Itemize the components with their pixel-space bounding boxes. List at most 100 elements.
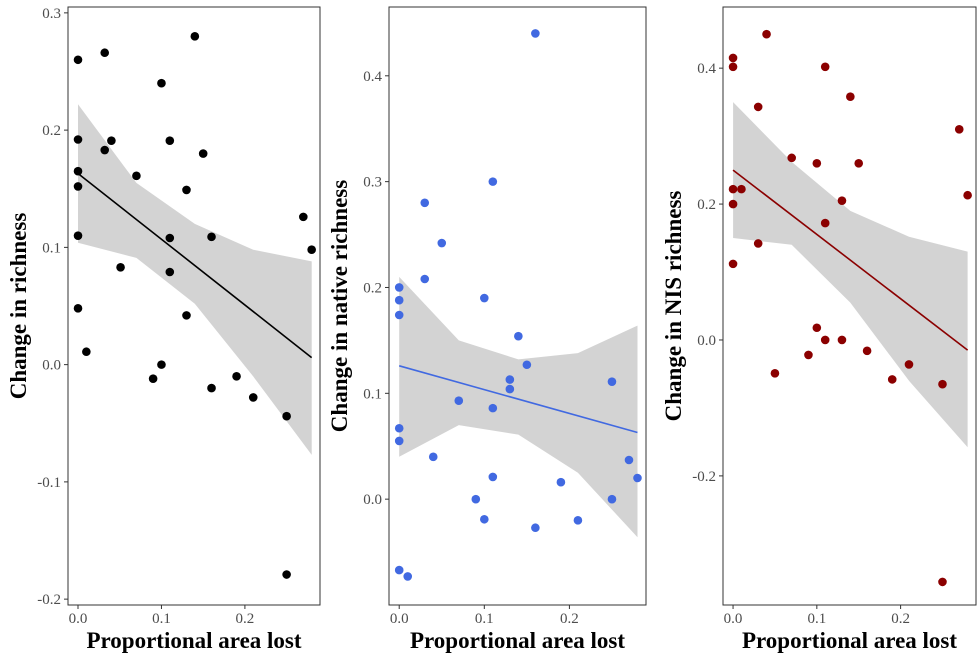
data-point-17 <box>165 233 175 243</box>
x-tick-label: 0.0 <box>390 611 409 627</box>
data-point-19 <box>505 375 515 384</box>
plot-border <box>722 6 977 606</box>
data-point-4 <box>728 199 738 209</box>
data-point-2 <box>73 135 83 144</box>
regression-line <box>732 169 969 351</box>
data-point-19 <box>182 185 191 195</box>
x-tick-label: 0.2 <box>560 611 579 627</box>
y-tick-label: 0.0 <box>42 358 61 374</box>
data-point-22 <box>522 360 532 370</box>
y-tick-label: -0.2 <box>37 592 61 608</box>
x-tick-label: 0.2 <box>236 611 255 627</box>
data-point-21 <box>190 32 200 41</box>
data-point-11 <box>116 263 125 272</box>
data-point-4 <box>73 182 83 191</box>
data-point-5 <box>728 259 738 269</box>
data-point-8 <box>420 198 430 208</box>
data-point-1 <box>728 53 738 63</box>
data-point-13 <box>471 494 481 504</box>
data-point-29 <box>624 455 634 465</box>
data-point-26 <box>573 516 583 525</box>
data-point-3 <box>728 184 738 194</box>
y-tick-label: 0.4 <box>363 69 382 85</box>
data-point-15 <box>820 62 830 72</box>
data-point-21 <box>514 331 523 341</box>
data-point-22 <box>198 149 208 158</box>
data-point-11 <box>787 153 796 163</box>
y-tick-label: -0.1 <box>37 475 61 491</box>
x-axis-title: Proportional area lost <box>410 628 625 653</box>
data-point-10 <box>107 136 116 145</box>
data-point-1 <box>73 55 83 65</box>
data-point-18 <box>488 472 498 482</box>
panel-2: 0.0 0.1 0.2 0.0 0.1 0.2 0.3 0.4 Proportional are… <box>327 6 647 653</box>
confidence-band <box>78 104 312 455</box>
data-point-17 <box>488 403 498 413</box>
data-point-26 <box>248 393 258 402</box>
data-point-20 <box>182 311 191 320</box>
data-point-21 <box>854 158 864 168</box>
data-point-7 <box>403 572 413 581</box>
x-axis-title: Proportional area lost <box>86 628 301 653</box>
x-tick-label: 0.0 <box>69 611 88 627</box>
panel-3: 0.0 0.1 0.2 -0.2 0.0 0.2 0.4 Proportional area … <box>661 6 977 653</box>
data-point-26 <box>938 577 947 587</box>
data-point-24 <box>531 523 540 533</box>
y-tick-label: 0.0 <box>697 333 716 349</box>
data-point-20 <box>505 384 515 394</box>
data-point-15 <box>157 360 166 369</box>
data-point-15 <box>480 514 489 524</box>
plot-border <box>388 6 647 606</box>
y-tick-label: 0.3 <box>42 6 61 22</box>
y-tick-label: 0.0 <box>363 492 382 508</box>
data-point-30 <box>633 473 642 483</box>
data-point-13 <box>812 158 822 168</box>
data-point-14 <box>812 323 822 333</box>
data-point-1 <box>394 283 404 292</box>
x-axis-title: Proportional area lost <box>742 628 957 653</box>
y-tick-label: 0.2 <box>697 197 716 213</box>
plot-border <box>67 6 321 606</box>
data-point-28 <box>607 494 617 504</box>
data-point-8 <box>753 239 763 248</box>
data-point-10 <box>770 368 780 378</box>
data-point-12 <box>804 350 813 360</box>
data-point-2 <box>728 62 738 72</box>
x-tick-label: 0.1 <box>807 611 826 627</box>
data-point-3 <box>73 166 83 176</box>
y-axis-title: Change in NIS richness <box>661 191 686 422</box>
y-tick-label: 0.1 <box>363 386 382 402</box>
data-point-6 <box>737 184 746 194</box>
data-point-12 <box>454 396 464 406</box>
y-axis-title: Change in richness <box>6 213 31 400</box>
data-point-12 <box>132 171 141 181</box>
data-point-5 <box>394 436 404 446</box>
y-tick-label: -0.2 <box>692 469 716 485</box>
data-point-17 <box>820 335 830 345</box>
regression-line <box>77 172 313 359</box>
data-point-10 <box>428 452 438 462</box>
y-axis-title: Change in native richness <box>327 180 352 432</box>
y-tick-label: 0.1 <box>42 240 61 256</box>
data-point-13 <box>148 374 158 383</box>
data-point-28 <box>282 570 291 579</box>
data-point-19 <box>837 335 847 345</box>
data-point-22 <box>862 346 872 356</box>
y-tick-label: 0.2 <box>363 280 382 296</box>
data-point-5 <box>73 231 83 240</box>
data-point-20 <box>846 92 855 101</box>
data-point-23 <box>207 232 216 242</box>
data-point-16 <box>488 177 498 186</box>
data-point-18 <box>165 267 175 277</box>
data-point-25 <box>938 379 947 389</box>
data-point-18 <box>837 196 847 205</box>
data-point-16 <box>165 136 175 145</box>
data-point-30 <box>307 245 316 255</box>
confidence-band <box>733 102 968 448</box>
data-point-27 <box>954 125 964 134</box>
data-point-29 <box>299 212 308 222</box>
data-point-25 <box>556 477 566 487</box>
data-point-23 <box>531 29 540 38</box>
data-point-24 <box>904 360 914 369</box>
